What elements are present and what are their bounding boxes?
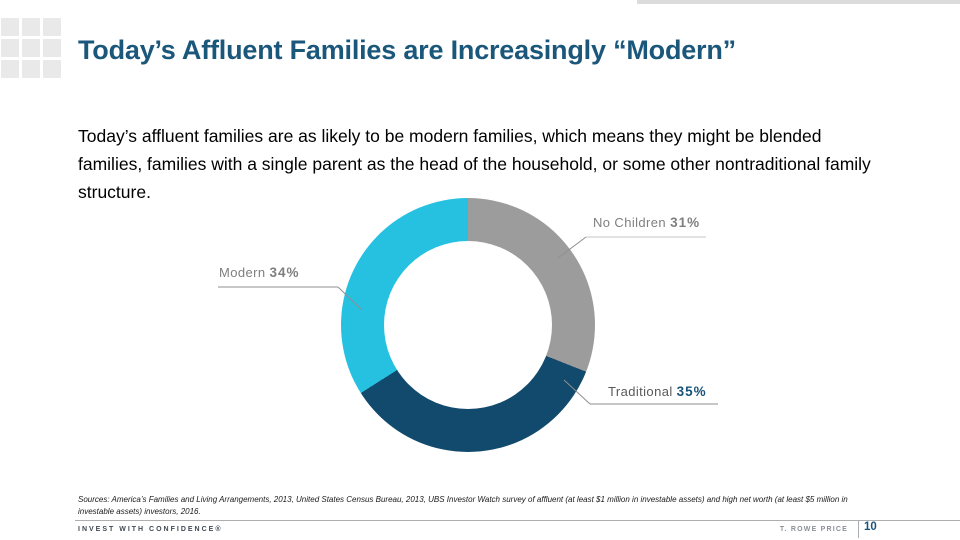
grid-square [1, 18, 19, 36]
slide-title: Today’s Affluent Families are Increasing… [78, 35, 736, 65]
donut-hole [384, 241, 552, 409]
grid-square [22, 39, 40, 57]
top-edge-strip [637, 0, 960, 4]
label-modern-pct: 34% [269, 265, 300, 280]
label-modern-text: Modern [219, 265, 266, 280]
grid-square [22, 18, 40, 36]
label-traditional: Traditional 35% [608, 384, 707, 399]
footer-rule [75, 520, 960, 521]
grid-square [43, 60, 61, 78]
footer-divider [858, 520, 859, 538]
page-number: 10 [864, 521, 877, 533]
logo-grid [1, 18, 61, 78]
source-note: Sources: America’s Families and Living A… [78, 495, 848, 516]
label-no-children-pct: 31% [670, 215, 701, 230]
label-traditional-pct: 35% [676, 384, 707, 399]
grid-square [43, 39, 61, 57]
grid-square [43, 18, 61, 36]
grid-square [1, 39, 19, 57]
label-no-children-text: No Children [593, 215, 667, 230]
label-traditional-text: Traditional [608, 384, 673, 399]
brand-wordmark: T. ROWE PRICE [779, 526, 848, 533]
label-modern: Modern 34% [219, 265, 300, 280]
grid-square [1, 60, 19, 78]
footer-tagline: INVEST WITH CONFIDENCE® [78, 526, 223, 533]
grid-square [22, 60, 40, 78]
label-no-children: No Children 31% [593, 215, 700, 230]
donut-chart [341, 198, 595, 452]
body-paragraph: Today’s affluent families are as likely … [78, 125, 871, 202]
